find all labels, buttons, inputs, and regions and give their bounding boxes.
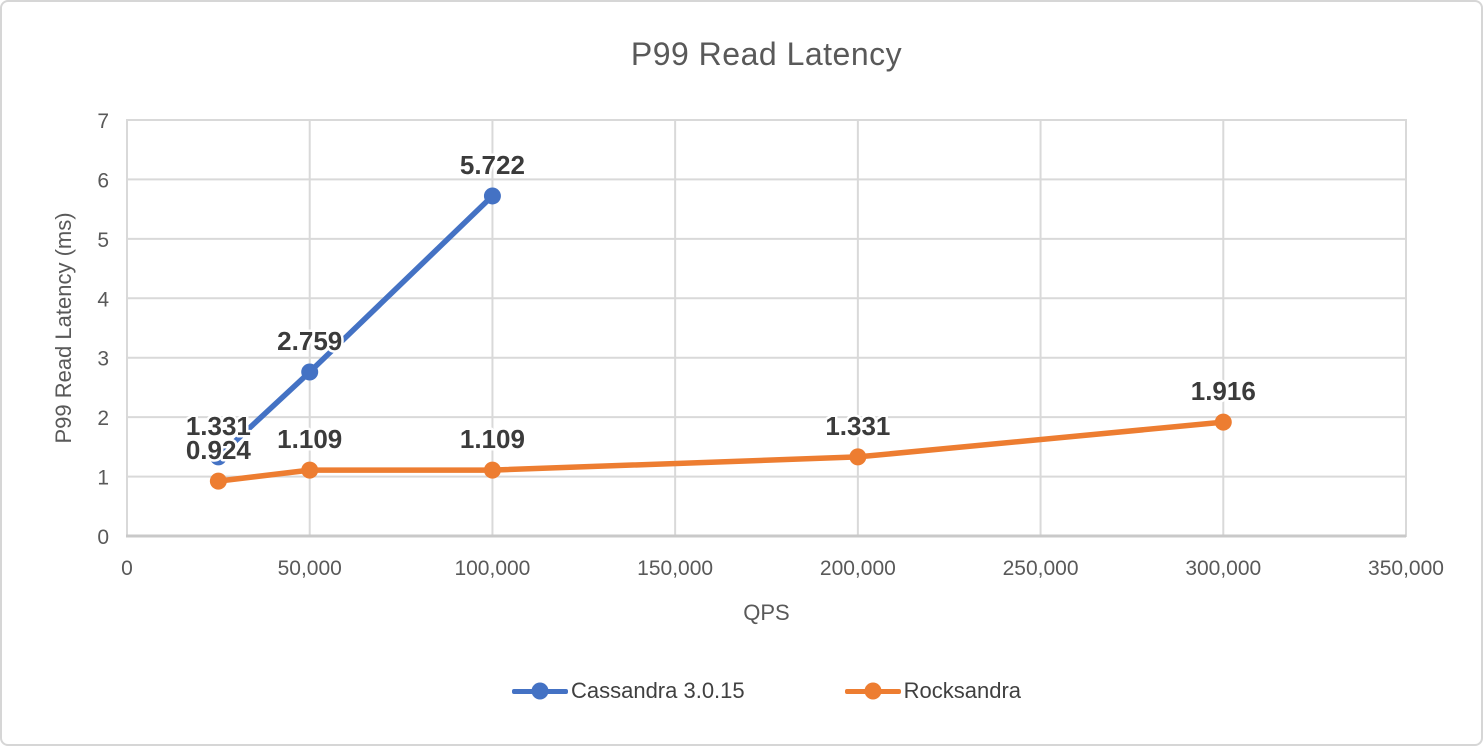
x-tick-label: 0 bbox=[121, 557, 133, 580]
data-label: 1.109 bbox=[277, 424, 342, 454]
y-tick-label: 7 bbox=[97, 110, 109, 133]
x-tick-label: 50,000 bbox=[278, 557, 342, 580]
legend-dot-icon bbox=[531, 682, 549, 700]
data-label: 2.759 bbox=[277, 326, 342, 356]
chart-title: P99 Read Latency bbox=[630, 36, 903, 72]
y-axis-title: P99 Read Latency (ms) bbox=[51, 212, 76, 444]
y-tick-label: 0 bbox=[97, 526, 109, 549]
y-tick-label: 3 bbox=[97, 348, 109, 371]
data-point-marker bbox=[301, 363, 319, 381]
data-point-marker bbox=[209, 448, 227, 466]
data-label: 1.331 bbox=[825, 411, 890, 441]
legend-dot-icon bbox=[864, 682, 882, 700]
data-label: 1.109 bbox=[460, 424, 525, 454]
data-label: 1.331 bbox=[186, 411, 251, 441]
x-tick-label: 300,000 bbox=[1185, 557, 1261, 580]
legend: Cassandra 3.0.15 Rocksandra bbox=[127, 678, 1406, 704]
legend-label: Rocksandra bbox=[903, 678, 1022, 703]
x-tick-label: 200,000 bbox=[820, 557, 896, 580]
y-tick-label: 6 bbox=[97, 169, 109, 192]
x-axis-title: QPS bbox=[743, 600, 790, 625]
x-tick-label: 350,000 bbox=[1368, 557, 1444, 580]
legend-label: Cassandra 3.0.15 bbox=[570, 678, 745, 703]
legend-item: Rocksandra bbox=[844, 678, 1022, 704]
x-tick-label: 150,000 bbox=[637, 557, 713, 580]
data-point-marker bbox=[209, 472, 227, 490]
data-label: 5.722 bbox=[460, 150, 525, 180]
data-point-marker bbox=[301, 461, 319, 479]
series-line bbox=[215, 419, 1227, 484]
x-tick-label: 100,000 bbox=[454, 557, 530, 580]
legend-line-marker-icon bbox=[844, 682, 901, 700]
y-tick-label: 4 bbox=[97, 288, 109, 311]
data-point-marker bbox=[849, 448, 867, 466]
legend-item: Cassandra 3.0.15 bbox=[511, 678, 745, 704]
y-tick-label: 2 bbox=[97, 407, 109, 430]
data-label: 0.924 bbox=[186, 435, 252, 465]
data-point-marker bbox=[483, 187, 501, 205]
x-tick-label: 250,000 bbox=[1003, 557, 1079, 580]
y-tick-label: 5 bbox=[97, 229, 109, 252]
data-point-marker bbox=[483, 461, 501, 479]
data-point-marker bbox=[1214, 413, 1232, 431]
data-label: 1.916 bbox=[1191, 376, 1256, 406]
legend-line-marker-icon bbox=[511, 682, 568, 700]
y-tick-label: 1 bbox=[97, 467, 109, 490]
